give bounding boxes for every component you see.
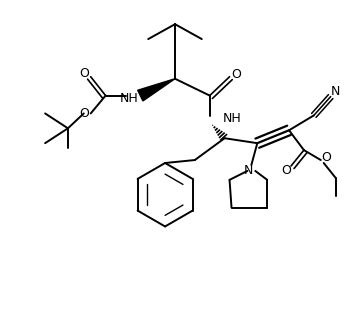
Text: O: O xyxy=(281,164,291,177)
Text: O: O xyxy=(232,68,241,81)
Text: NH: NH xyxy=(120,92,138,105)
Polygon shape xyxy=(138,79,175,101)
Text: NH: NH xyxy=(222,112,241,125)
Text: N: N xyxy=(331,85,340,98)
Text: O: O xyxy=(79,67,89,80)
Text: O: O xyxy=(321,151,331,164)
Text: N: N xyxy=(244,164,253,177)
Text: O: O xyxy=(79,107,89,120)
